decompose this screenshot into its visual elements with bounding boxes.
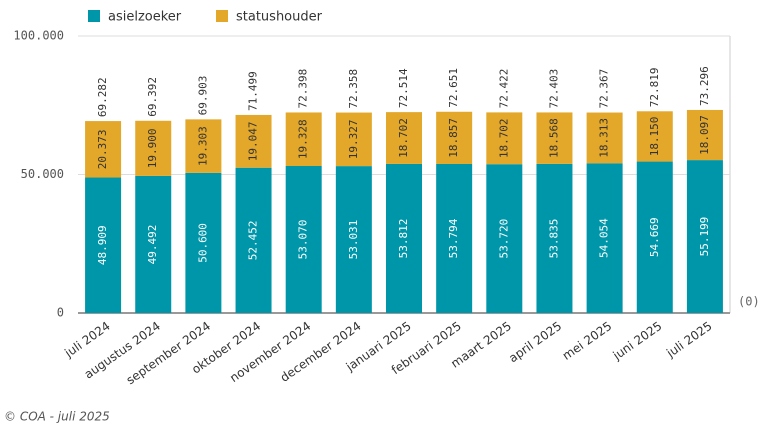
x-tick-label: september 2024	[124, 319, 213, 387]
bar-segment	[135, 120, 172, 176]
bar-segment	[85, 177, 122, 313]
bar-segment	[536, 163, 573, 313]
bar-segment	[235, 114, 272, 168]
bar-segment	[436, 111, 473, 164]
x-tick-label: juni 2025	[610, 319, 665, 363]
value-label: 50.600	[196, 223, 209, 263]
total-label: 73.296	[698, 66, 711, 106]
value-label: 19.328	[297, 119, 310, 159]
bar-segment	[235, 167, 272, 313]
total-label: 72.819	[648, 68, 661, 108]
bar-segment	[386, 163, 422, 313]
bar-segment	[636, 161, 673, 313]
footer: © COA - juli 2025	[4, 410, 110, 424]
legend-label: statushouder	[236, 10, 323, 25]
total-label: 72.514	[397, 68, 410, 108]
bar-segment	[486, 164, 523, 313]
bar-segment	[135, 175, 172, 313]
bar-segment	[486, 112, 523, 165]
total-label: 72.422	[497, 69, 510, 109]
y-tick-label: 0	[57, 306, 64, 320]
y-tick-label: 100.000	[13, 29, 64, 43]
value-label: 54.054	[598, 218, 611, 258]
value-label: 19.327	[347, 119, 360, 159]
value-label: 49.492	[146, 225, 159, 265]
total-label: 69.282	[96, 77, 109, 117]
value-label: 20.373	[96, 129, 109, 169]
value-label: 18.097	[698, 115, 711, 155]
legend-label: asielzoeker	[108, 10, 182, 25]
value-label: 54.669	[648, 217, 661, 257]
bar-segment	[686, 109, 723, 161]
value-label: 52.452	[247, 220, 260, 260]
value-label: 53.812	[397, 219, 410, 259]
total-label: 72.651	[447, 68, 460, 108]
bar-segment	[335, 166, 372, 313]
value-label: 19.303	[196, 126, 209, 166]
x-tick-label: mei 2025	[560, 319, 615, 363]
bar-segment	[185, 172, 222, 313]
value-label: 53.070	[297, 220, 310, 260]
legend-swatch	[216, 10, 228, 22]
value-label: 55.199	[698, 217, 711, 257]
total-label: 69.392	[146, 77, 159, 117]
value-label: 48.909	[96, 225, 109, 265]
bar-segment	[586, 163, 623, 313]
total-label: 72.367	[598, 69, 611, 109]
value-label: 19.047	[247, 121, 260, 161]
total-label: 72.398	[297, 69, 310, 109]
x-tick-label: juli 2025	[663, 319, 714, 361]
bar-segment	[586, 112, 623, 164]
x-tick-label: april 2025	[506, 319, 564, 365]
value-label: 19.900	[146, 128, 159, 168]
bar-segment	[285, 165, 322, 313]
value-label: 18.857	[447, 118, 460, 158]
value-label: 18.702	[497, 118, 510, 158]
bar-segment	[686, 160, 723, 313]
value-label: 18.150	[648, 117, 661, 157]
value-label: 18.568	[547, 118, 560, 158]
bar-segment	[386, 112, 422, 164]
total-label: 69.903	[196, 76, 209, 116]
bar-segment	[436, 163, 473, 313]
value-label: 53.835	[547, 219, 560, 259]
legend-swatch	[88, 10, 100, 22]
total-label: 72.403	[547, 69, 560, 109]
bar-segment	[536, 112, 573, 164]
value-label: 18.313	[598, 118, 611, 158]
total-label: 72.358	[347, 69, 360, 109]
y-tick-label: 50.000	[21, 167, 64, 181]
value-label: 53.794	[447, 218, 460, 258]
bar-segment	[335, 112, 372, 167]
bar-segment	[636, 111, 673, 162]
axis-note: (0)	[738, 295, 760, 309]
value-label: 53.031	[347, 220, 360, 260]
total-label: 71.499	[247, 71, 260, 111]
bar-segment	[285, 112, 322, 166]
bar-segment	[185, 119, 222, 173]
value-label: 53.720	[497, 219, 510, 259]
bar-segment	[85, 121, 122, 178]
value-label: 18.702	[397, 118, 410, 158]
